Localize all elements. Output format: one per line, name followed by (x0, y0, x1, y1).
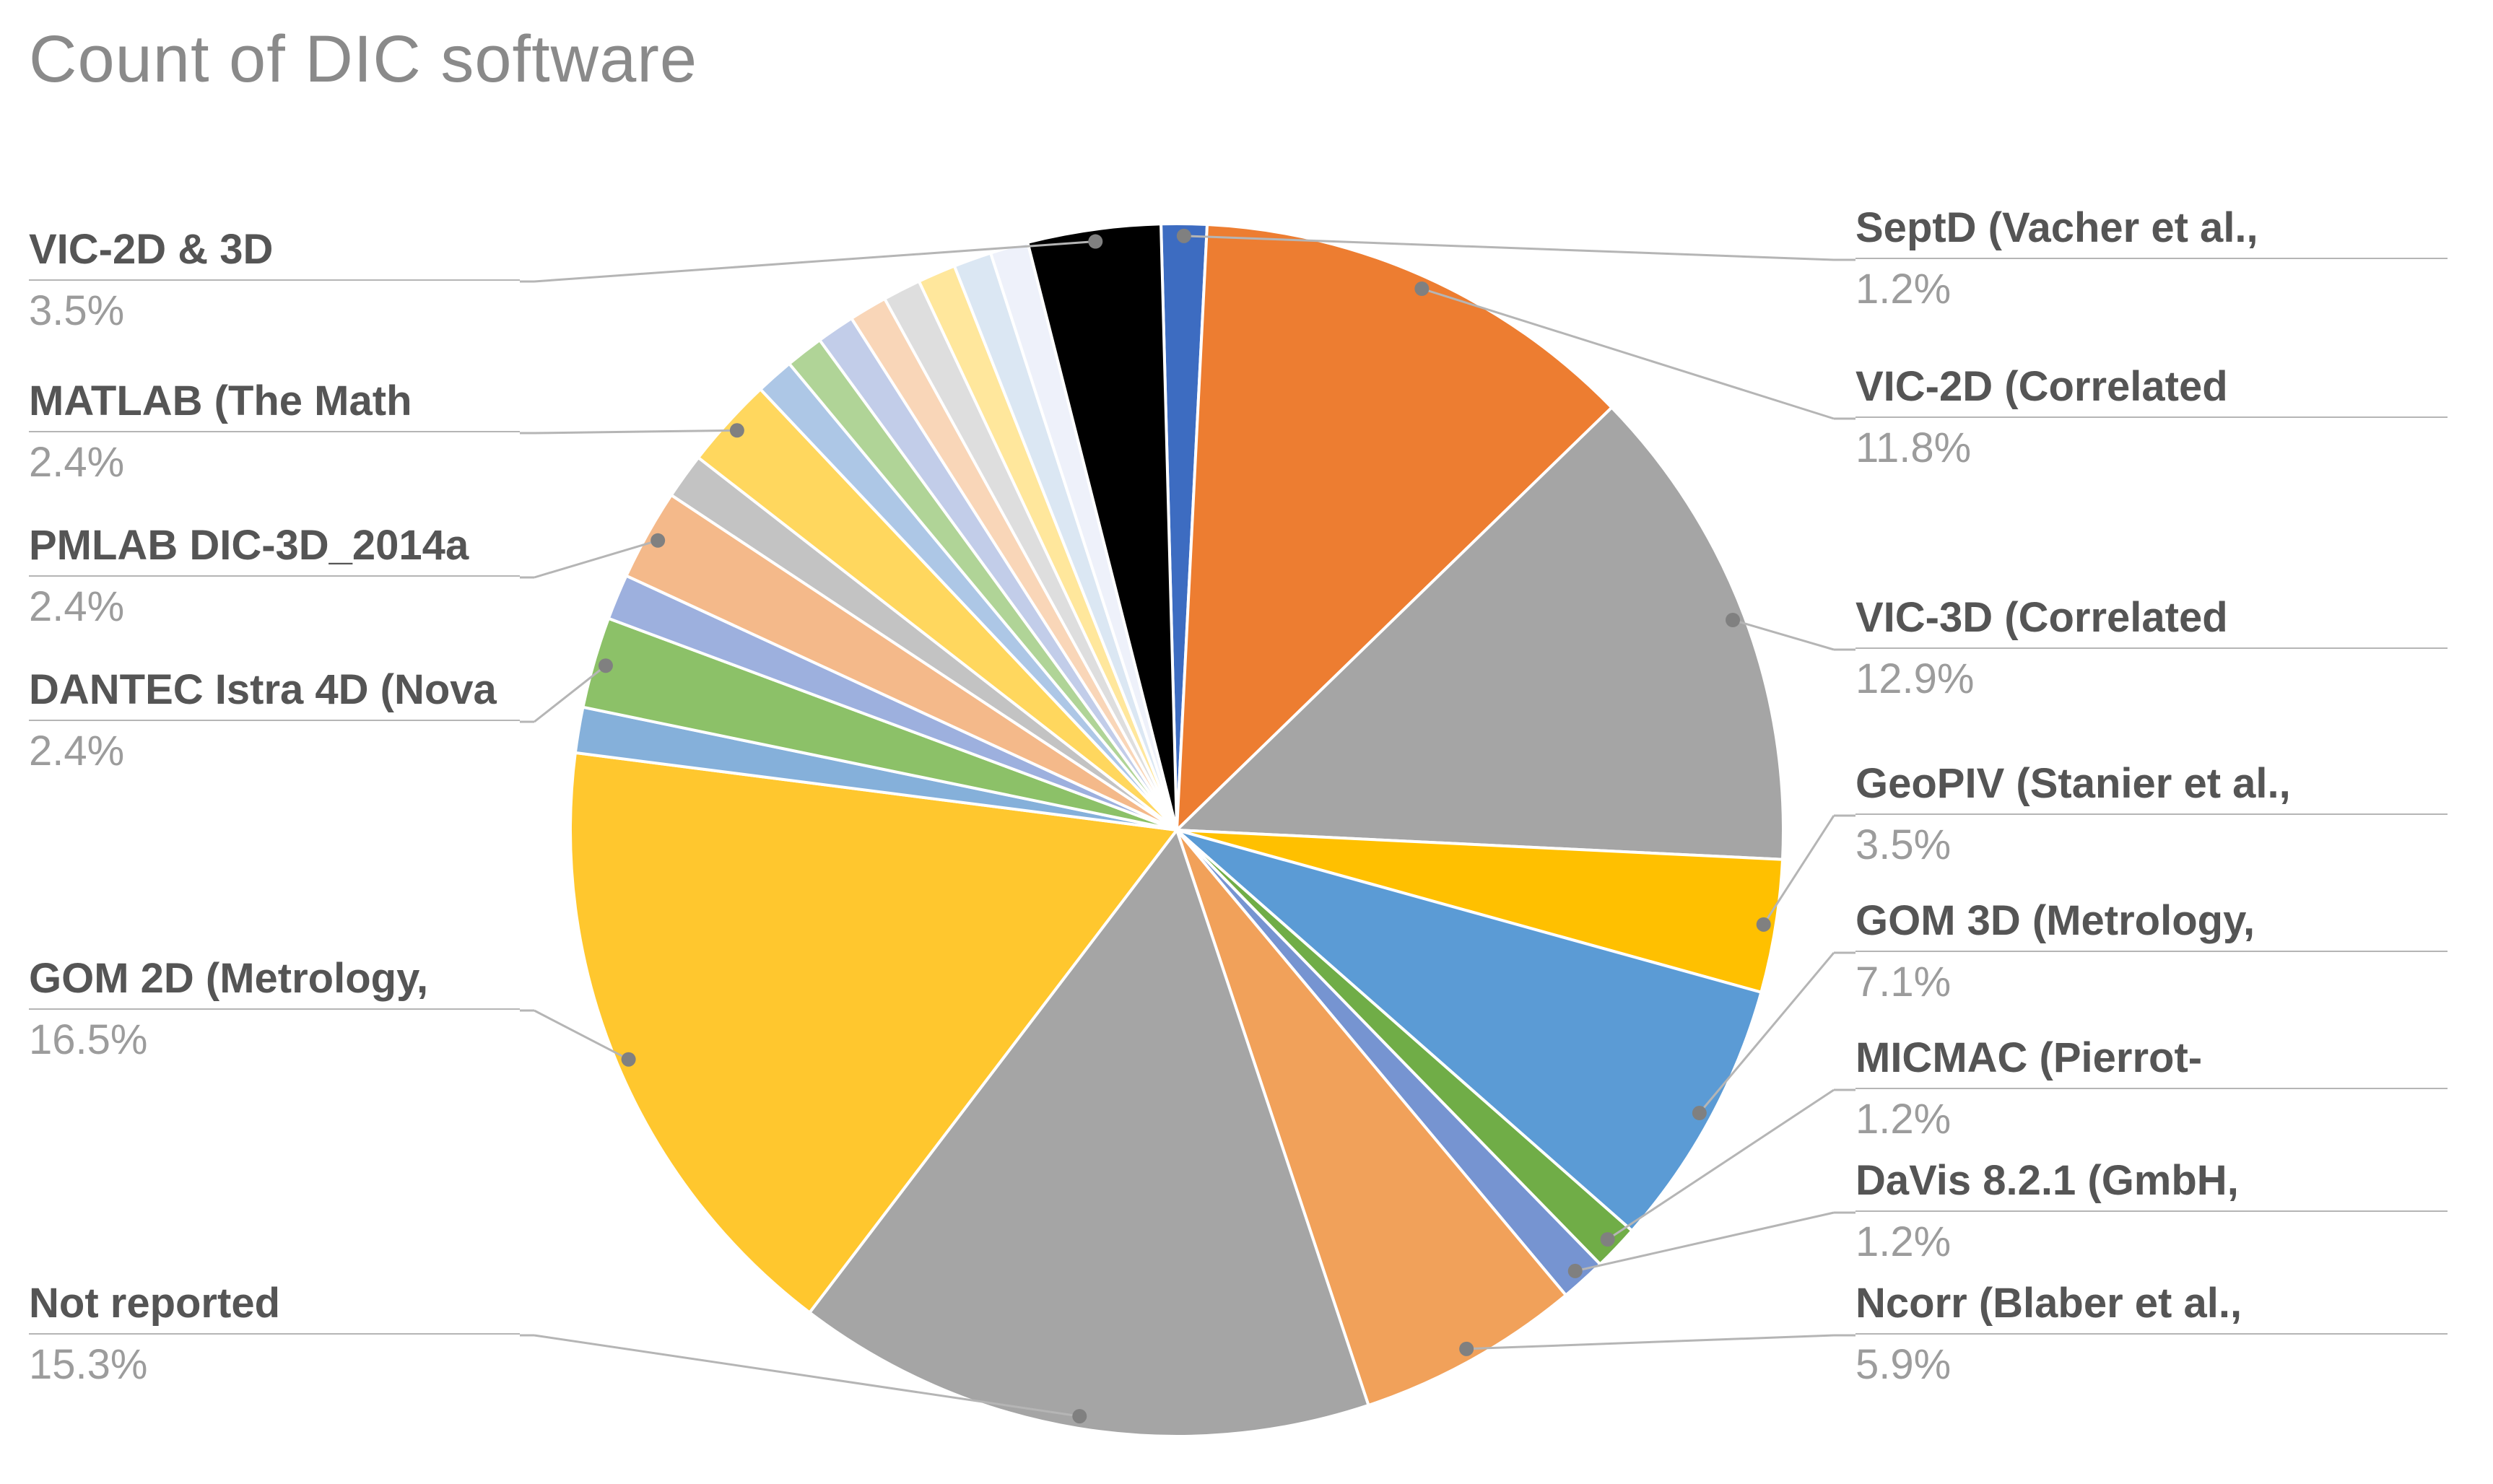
pie-chart (0, 0, 2493, 1484)
leader-dot (1414, 281, 1429, 296)
leader-dot (1726, 613, 1740, 627)
leader-dot (1177, 229, 1191, 243)
leader-line (534, 430, 737, 433)
leader-dot (622, 1052, 636, 1067)
leader-dot (599, 658, 613, 673)
leader-dot (1459, 1342, 1474, 1356)
leader-dot (1568, 1264, 1583, 1278)
leader-dot (1088, 235, 1102, 249)
leader-dot (1692, 1106, 1707, 1120)
leader-dot (730, 423, 744, 437)
leader-line (1466, 1335, 1834, 1349)
leader-dot (651, 533, 665, 548)
leader-dot (1601, 1232, 1615, 1247)
leader-dot (1072, 1409, 1087, 1423)
leader-dot (1757, 917, 1771, 932)
